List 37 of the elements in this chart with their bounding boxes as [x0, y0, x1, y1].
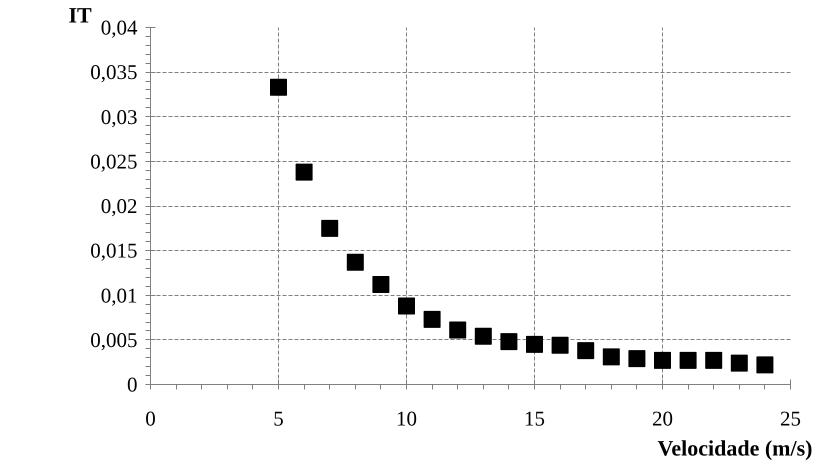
y-axis-title: IT: [68, 2, 92, 28]
x-tick-label: 5: [273, 406, 284, 430]
point: [270, 78, 287, 96]
point: [526, 336, 543, 353]
x-tick-label: 10: [396, 406, 417, 430]
x-tick-label: 0: [145, 406, 156, 430]
point: [424, 310, 441, 328]
point: [449, 322, 466, 339]
y-tick-label: 0,015: [90, 238, 138, 263]
point: [500, 333, 518, 350]
point: [680, 352, 697, 369]
y-tick-label: 0,025: [90, 149, 138, 174]
point: [398, 297, 415, 314]
point: [321, 220, 338, 237]
y-tick-label: 0,01: [100, 283, 138, 308]
x-axis-title: Velocidade (m/s): [657, 436, 813, 460]
x-tick-label: 20: [652, 406, 673, 430]
y-tick-label: 0,02: [100, 194, 138, 218]
point: [372, 276, 390, 294]
point: [654, 352, 671, 369]
point: [705, 352, 722, 369]
y-tick-label: 0,04: [100, 16, 138, 40]
point: [602, 348, 620, 366]
point: [296, 164, 313, 181]
y-tick-label: 0,005: [90, 328, 138, 352]
point: [730, 354, 748, 372]
point: [577, 342, 594, 360]
x-tick-label: 25: [780, 406, 801, 430]
point: [346, 254, 364, 271]
x-tick-label: 15: [524, 406, 545, 430]
point: [552, 336, 569, 354]
point: [628, 350, 646, 368]
point: [474, 328, 492, 345]
point: [756, 356, 774, 374]
y-tick-label: 0,03: [100, 104, 138, 129]
y-tick-label: 0,035: [90, 60, 138, 84]
y-tick-label: 0: [127, 372, 138, 396]
